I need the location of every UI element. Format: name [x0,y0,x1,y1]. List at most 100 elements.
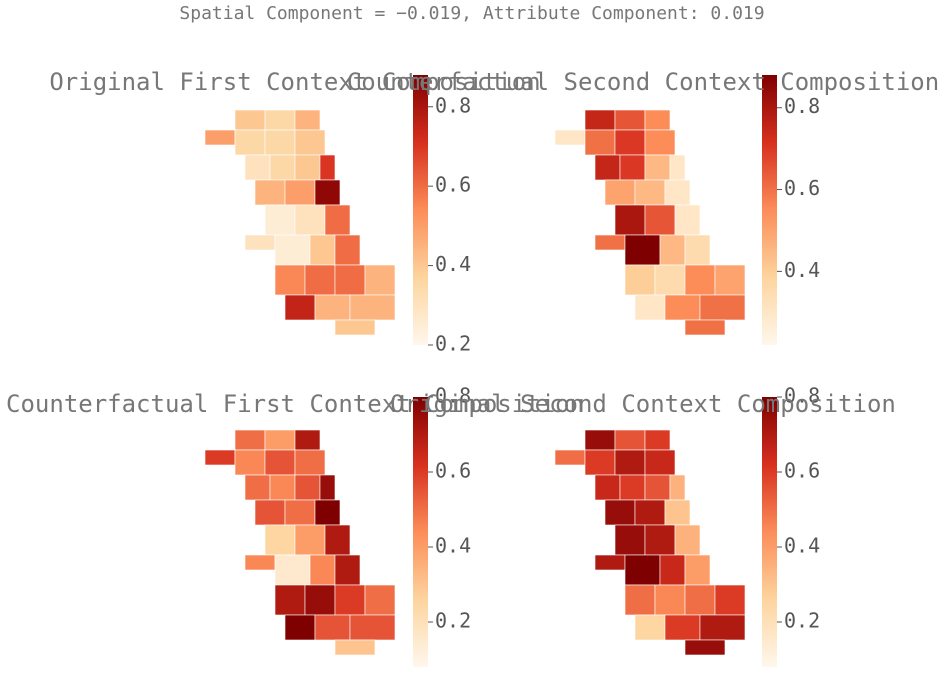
region [264,109,296,131]
region [334,584,366,616]
region [264,524,296,556]
region [274,584,306,616]
panel-title: Counterfactual First Context Composition [6,390,584,418]
region [254,499,286,526]
figure-title: Spatial Component = −0.019, Attribute Co… [179,3,764,24]
region [334,639,376,656]
region [604,499,636,526]
region [264,204,296,236]
region [644,474,671,501]
colorbar-tick-label: 0.4 [784,258,820,282]
region [364,264,396,296]
region [654,584,686,616]
region [314,499,341,526]
region [684,234,711,266]
region [264,449,296,476]
region [669,474,686,501]
region [294,474,321,501]
region [304,264,336,296]
region [314,614,351,641]
region [269,154,296,181]
region [274,264,306,296]
region [594,154,621,181]
region [294,154,321,181]
region [284,294,316,321]
region [294,429,321,451]
colorbar-tick-label: 0.8 [784,94,820,118]
region [684,319,726,336]
region [634,179,666,206]
region [644,204,676,236]
region [319,474,336,501]
region [314,294,351,321]
region [234,109,266,131]
region [714,584,746,616]
region [634,499,666,526]
colorbar-tick-label: 0.4 [435,534,471,558]
region [614,129,646,156]
region [614,204,646,236]
region [674,524,701,556]
region [319,154,336,181]
region [669,154,686,181]
region [284,614,316,641]
region [619,154,646,181]
region [664,179,691,206]
region [554,449,586,466]
region [264,429,296,451]
region [349,294,396,321]
region [314,179,341,206]
region [659,234,686,266]
region [334,264,366,296]
colorbar-tick-label: 0.8 [435,384,471,408]
colorbar-tick-label: 0.8 [784,384,820,408]
region [584,109,616,131]
panel-title: Counterfactual Second Context Compositio… [347,68,939,96]
region [584,449,616,476]
region [594,554,626,571]
region [304,584,336,616]
region [594,474,621,501]
region [644,524,676,556]
region [634,294,666,321]
region [699,294,746,321]
region [274,234,311,266]
region [294,449,326,476]
region [294,204,326,236]
region [349,614,396,641]
region [614,429,646,451]
region [584,429,616,451]
colorbar-tick-label: 0.2 [784,609,820,633]
region [684,639,726,656]
colorbar-tick-label: 0.6 [435,459,471,483]
region [584,129,616,156]
region [334,554,361,586]
region [334,234,361,266]
region [624,584,656,616]
region [234,429,266,451]
region [659,554,686,586]
region [244,474,271,501]
region [644,129,676,156]
colorbar-tick-label: 0.6 [784,176,820,200]
colorbar [762,397,777,667]
panel-title: Original First Context Composition [49,68,540,96]
region [699,614,746,641]
region [334,319,376,336]
region [244,554,276,571]
region [294,109,321,131]
region [264,129,296,156]
region [244,234,276,251]
region [269,474,296,501]
region [364,584,396,616]
region [324,524,351,556]
region [234,129,266,156]
colorbar [413,75,428,345]
colorbar-tick-label: 0.6 [435,173,471,197]
colorbar [413,397,428,667]
region [204,449,236,466]
region [714,264,746,296]
colorbar-tick-label: 0.4 [784,534,820,558]
colorbar-tick-label: 0.6 [784,459,820,483]
